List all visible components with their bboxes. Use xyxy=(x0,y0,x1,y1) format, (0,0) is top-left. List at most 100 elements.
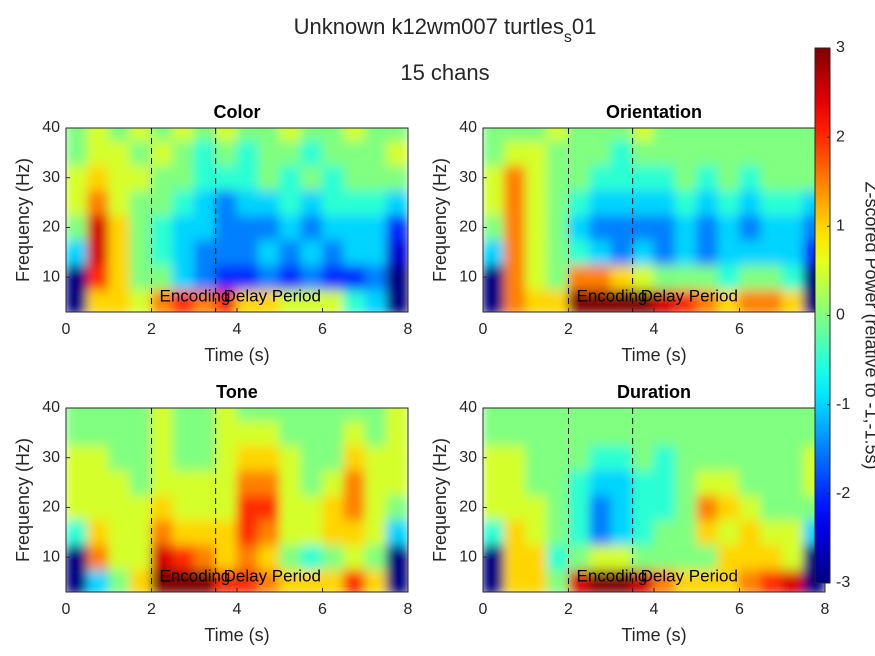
heatmap-cell xyxy=(653,139,676,166)
y-tick-label: 30 xyxy=(459,449,477,466)
heatmap-cell xyxy=(172,128,195,141)
heatmap-cell xyxy=(300,139,323,166)
heatmap-cell xyxy=(86,419,110,446)
heatmap-cell xyxy=(525,264,548,291)
heatmap-cell xyxy=(483,164,505,191)
x-tick-label: 0 xyxy=(479,321,488,338)
heatmap-cell xyxy=(322,544,345,571)
heatmap-cell xyxy=(300,189,323,216)
heatmap-cell xyxy=(343,419,366,446)
heatmap-cell xyxy=(86,264,110,291)
heatmap-cell xyxy=(610,408,634,421)
heatmap-cell xyxy=(86,469,110,496)
heatmap-cell xyxy=(343,214,366,241)
heatmap-cell xyxy=(236,128,259,141)
heatmap-cell xyxy=(781,214,805,241)
heatmap-cell xyxy=(193,264,217,291)
heatmap-cell xyxy=(257,189,281,216)
event-label: Delay Period xyxy=(641,567,738,586)
heatmap-cell xyxy=(674,494,698,521)
plot-area xyxy=(66,128,408,312)
heatmap-cell xyxy=(322,494,345,521)
heatmap-cell xyxy=(236,139,259,166)
heatmap-cell xyxy=(300,239,323,266)
plot-area xyxy=(483,128,825,312)
heatmap-cell xyxy=(151,494,174,521)
heatmap-cell xyxy=(236,444,259,471)
heatmap-cell xyxy=(589,569,612,592)
heatmap-cell xyxy=(129,544,152,571)
heatmap-cell xyxy=(66,519,88,546)
heatmap-cell xyxy=(151,264,174,291)
heatmap-cell xyxy=(193,469,217,496)
heatmap-cell xyxy=(760,214,783,241)
heatmap-cell xyxy=(503,264,527,291)
heatmap-cell xyxy=(589,469,612,496)
heatmap-cell xyxy=(568,189,591,216)
heatmap-cell xyxy=(503,569,527,592)
heatmap-cell xyxy=(760,519,783,546)
heatmap-cell xyxy=(172,519,195,546)
heatmap-cell xyxy=(653,444,676,471)
heatmap-cell xyxy=(66,569,88,592)
heatmap-cell xyxy=(653,419,676,446)
heatmap-cell xyxy=(483,494,505,521)
x-axis-label: Time (s) xyxy=(621,345,686,365)
colorbar-tick-label: 1 xyxy=(836,218,845,235)
heatmap-cell xyxy=(343,469,366,496)
heatmap-cell xyxy=(300,519,323,546)
heatmap-cell xyxy=(108,408,131,421)
heatmap-cell xyxy=(193,189,217,216)
heatmap-cell xyxy=(546,264,569,291)
heatmap-cell xyxy=(696,164,719,191)
heatmap-cell xyxy=(279,189,302,216)
heatmap-cell xyxy=(364,289,388,312)
heatmap-cell xyxy=(717,214,740,241)
heatmap-cell xyxy=(215,189,238,216)
heatmap-cell xyxy=(760,239,783,266)
heatmap-cell xyxy=(66,139,88,166)
heatmap-cell xyxy=(483,139,505,166)
heatmap-cell xyxy=(66,164,88,191)
heatmap-cell xyxy=(589,544,612,571)
heatmap-cell xyxy=(739,408,762,421)
heatmap-cell xyxy=(66,469,88,496)
heatmap-cell xyxy=(696,519,719,546)
heatmap-cell xyxy=(589,239,612,266)
heatmap-cell xyxy=(503,189,527,216)
colorbar-tick-label: -3 xyxy=(836,574,850,591)
heatmap-cell xyxy=(525,569,548,592)
heatmap-cell xyxy=(236,469,259,496)
heatmap-cell xyxy=(86,408,110,421)
heatmap-cell xyxy=(717,264,740,291)
x-tick-label: 2 xyxy=(147,601,156,618)
heatmap-cell xyxy=(364,264,388,291)
heatmap-cell xyxy=(610,139,634,166)
heatmap-cell xyxy=(739,264,762,291)
heatmap-cell xyxy=(568,469,591,496)
heatmap-cell xyxy=(343,289,366,312)
heatmap-cell xyxy=(343,139,366,166)
heatmap-cell xyxy=(386,239,408,266)
y-tick-label: 20 xyxy=(42,499,60,516)
heatmap-cell xyxy=(172,408,195,421)
heatmap-cell xyxy=(364,569,388,592)
heatmap-cell xyxy=(632,189,655,216)
heatmap-cell xyxy=(739,469,762,496)
heatmap-cell xyxy=(300,289,323,312)
x-tick-label: 4 xyxy=(650,321,659,338)
heatmap xyxy=(483,128,825,312)
heatmap-cell xyxy=(717,189,740,216)
heatmap-cell xyxy=(589,164,612,191)
heatmap-cell xyxy=(151,164,174,191)
heatmap-cell xyxy=(610,544,634,571)
heatmap-cell xyxy=(386,519,408,546)
colorbar-label: Z-scored Power (relative to -1,-1.5s) xyxy=(861,181,875,469)
heatmap-cell xyxy=(108,128,131,141)
heatmap-cell xyxy=(546,544,569,571)
heatmap-cell xyxy=(151,544,174,571)
heatmap-cell xyxy=(364,494,388,521)
heatmap-cell xyxy=(546,189,569,216)
x-tick-label: 6 xyxy=(318,321,327,338)
heatmap-cell xyxy=(215,164,238,191)
